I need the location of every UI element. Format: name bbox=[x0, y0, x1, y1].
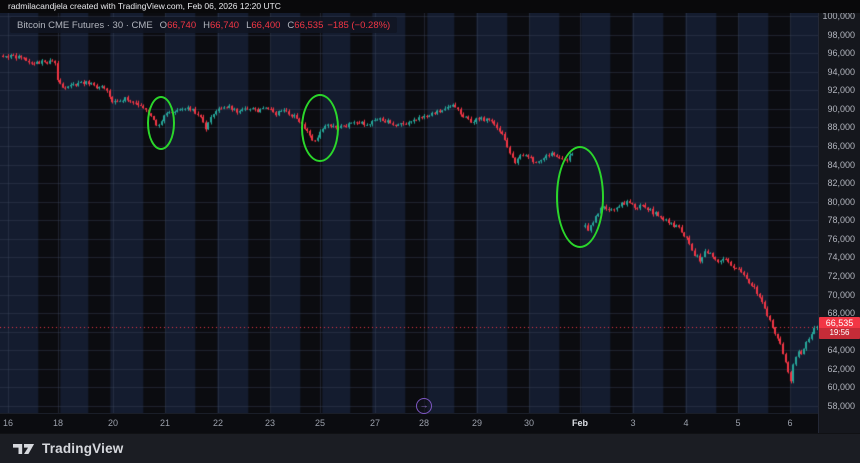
time-axis-label: 21 bbox=[159, 418, 171, 428]
time-axis-label: 16 bbox=[2, 418, 14, 428]
last-price-value: 66,535 bbox=[825, 317, 854, 328]
tradingview-logo-icon[interactable] bbox=[13, 441, 35, 457]
time-axis-label: 29 bbox=[471, 418, 483, 428]
price-axis-label: 70,000 bbox=[827, 289, 855, 300]
time-axis-label: 4 bbox=[683, 418, 689, 428]
price-axis-label: 78,000 bbox=[827, 215, 855, 226]
arrow-circle-icon[interactable]: → bbox=[416, 398, 432, 414]
time-axis-label: 6 bbox=[787, 418, 793, 428]
attribution-text: radmilacandjela created with TradingView… bbox=[0, 0, 860, 13]
price-axis-label: 94,000 bbox=[827, 66, 855, 77]
time-axis-label: 30 bbox=[523, 418, 535, 428]
time-axis-label: 20 bbox=[107, 418, 119, 428]
candlestick-chart-canvas[interactable] bbox=[0, 13, 818, 413]
footer-bar: TradingView bbox=[0, 433, 860, 463]
price-axis-label: 100,000 bbox=[822, 11, 855, 21]
price-axis-label: 74,000 bbox=[827, 252, 855, 263]
footer-brand-link[interactable]: TradingView bbox=[42, 441, 124, 456]
price-axis-label: 58,000 bbox=[827, 400, 855, 411]
price-axis[interactable]: 100,000 98,000 96,000 94,000 92,000 90,000 88,… bbox=[818, 11, 860, 433]
price-axis-label: 92,000 bbox=[827, 85, 855, 96]
symbol-title: Bitcoin CME Futures · 30 · CME bbox=[17, 19, 153, 31]
time-axis-label: 27 bbox=[369, 418, 381, 428]
price-axis-label: 84,000 bbox=[827, 159, 855, 170]
price-axis-label: 60,000 bbox=[827, 382, 855, 393]
time-axis-label: 23 bbox=[264, 418, 276, 428]
time-axis-label: 5 bbox=[735, 418, 741, 428]
price-axis-label: 68,000 bbox=[827, 308, 855, 319]
price-axis-label: 88,000 bbox=[827, 122, 855, 133]
time-axis-label: Feb bbox=[571, 418, 589, 428]
price-axis-label: 98,000 bbox=[827, 29, 855, 40]
ohlc-high: H66,740 bbox=[203, 19, 240, 31]
annotation-ellipse-1 bbox=[147, 96, 175, 150]
price-axis-label: 62,000 bbox=[827, 363, 855, 374]
time-axis-label: 28 bbox=[418, 418, 430, 428]
price-axis-label: 86,000 bbox=[827, 140, 855, 151]
last-price-badge: 66,535 19:56 bbox=[819, 316, 860, 339]
annotation-ellipse-3 bbox=[556, 146, 604, 248]
price-axis-label: 80,000 bbox=[827, 196, 855, 207]
price-axis-label: 90,000 bbox=[827, 103, 855, 114]
symbol-info-bar: Bitcoin CME Futures · 30 · CME O66,740 H… bbox=[10, 17, 398, 33]
time-axis-label: 25 bbox=[314, 418, 326, 428]
price-axis-label: 72,000 bbox=[827, 270, 855, 281]
time-axis-label: 3 bbox=[630, 418, 636, 428]
annotation-ellipse-2 bbox=[301, 94, 339, 162]
ohlc-open: O66,740 bbox=[159, 19, 197, 31]
price-axis-label: 82,000 bbox=[827, 178, 855, 189]
price-axis-label: 96,000 bbox=[827, 48, 855, 59]
time-axis[interactable]: 16 18 20 21 22 23 25 27 28 29 30 Feb 3 4 5 6 bbox=[0, 413, 818, 433]
ohlc-close: C66,535 bbox=[287, 19, 324, 31]
bar-countdown: 19:56 bbox=[819, 327, 860, 339]
price-axis-label: 64,000 bbox=[827, 345, 855, 356]
ohlc-low: L66,400 bbox=[246, 19, 281, 31]
time-axis-label: 18 bbox=[52, 418, 64, 428]
time-axis-label: 22 bbox=[212, 418, 224, 428]
change-value: −185 (−0.28%) bbox=[327, 19, 391, 31]
price-axis-label: 76,000 bbox=[827, 233, 855, 244]
